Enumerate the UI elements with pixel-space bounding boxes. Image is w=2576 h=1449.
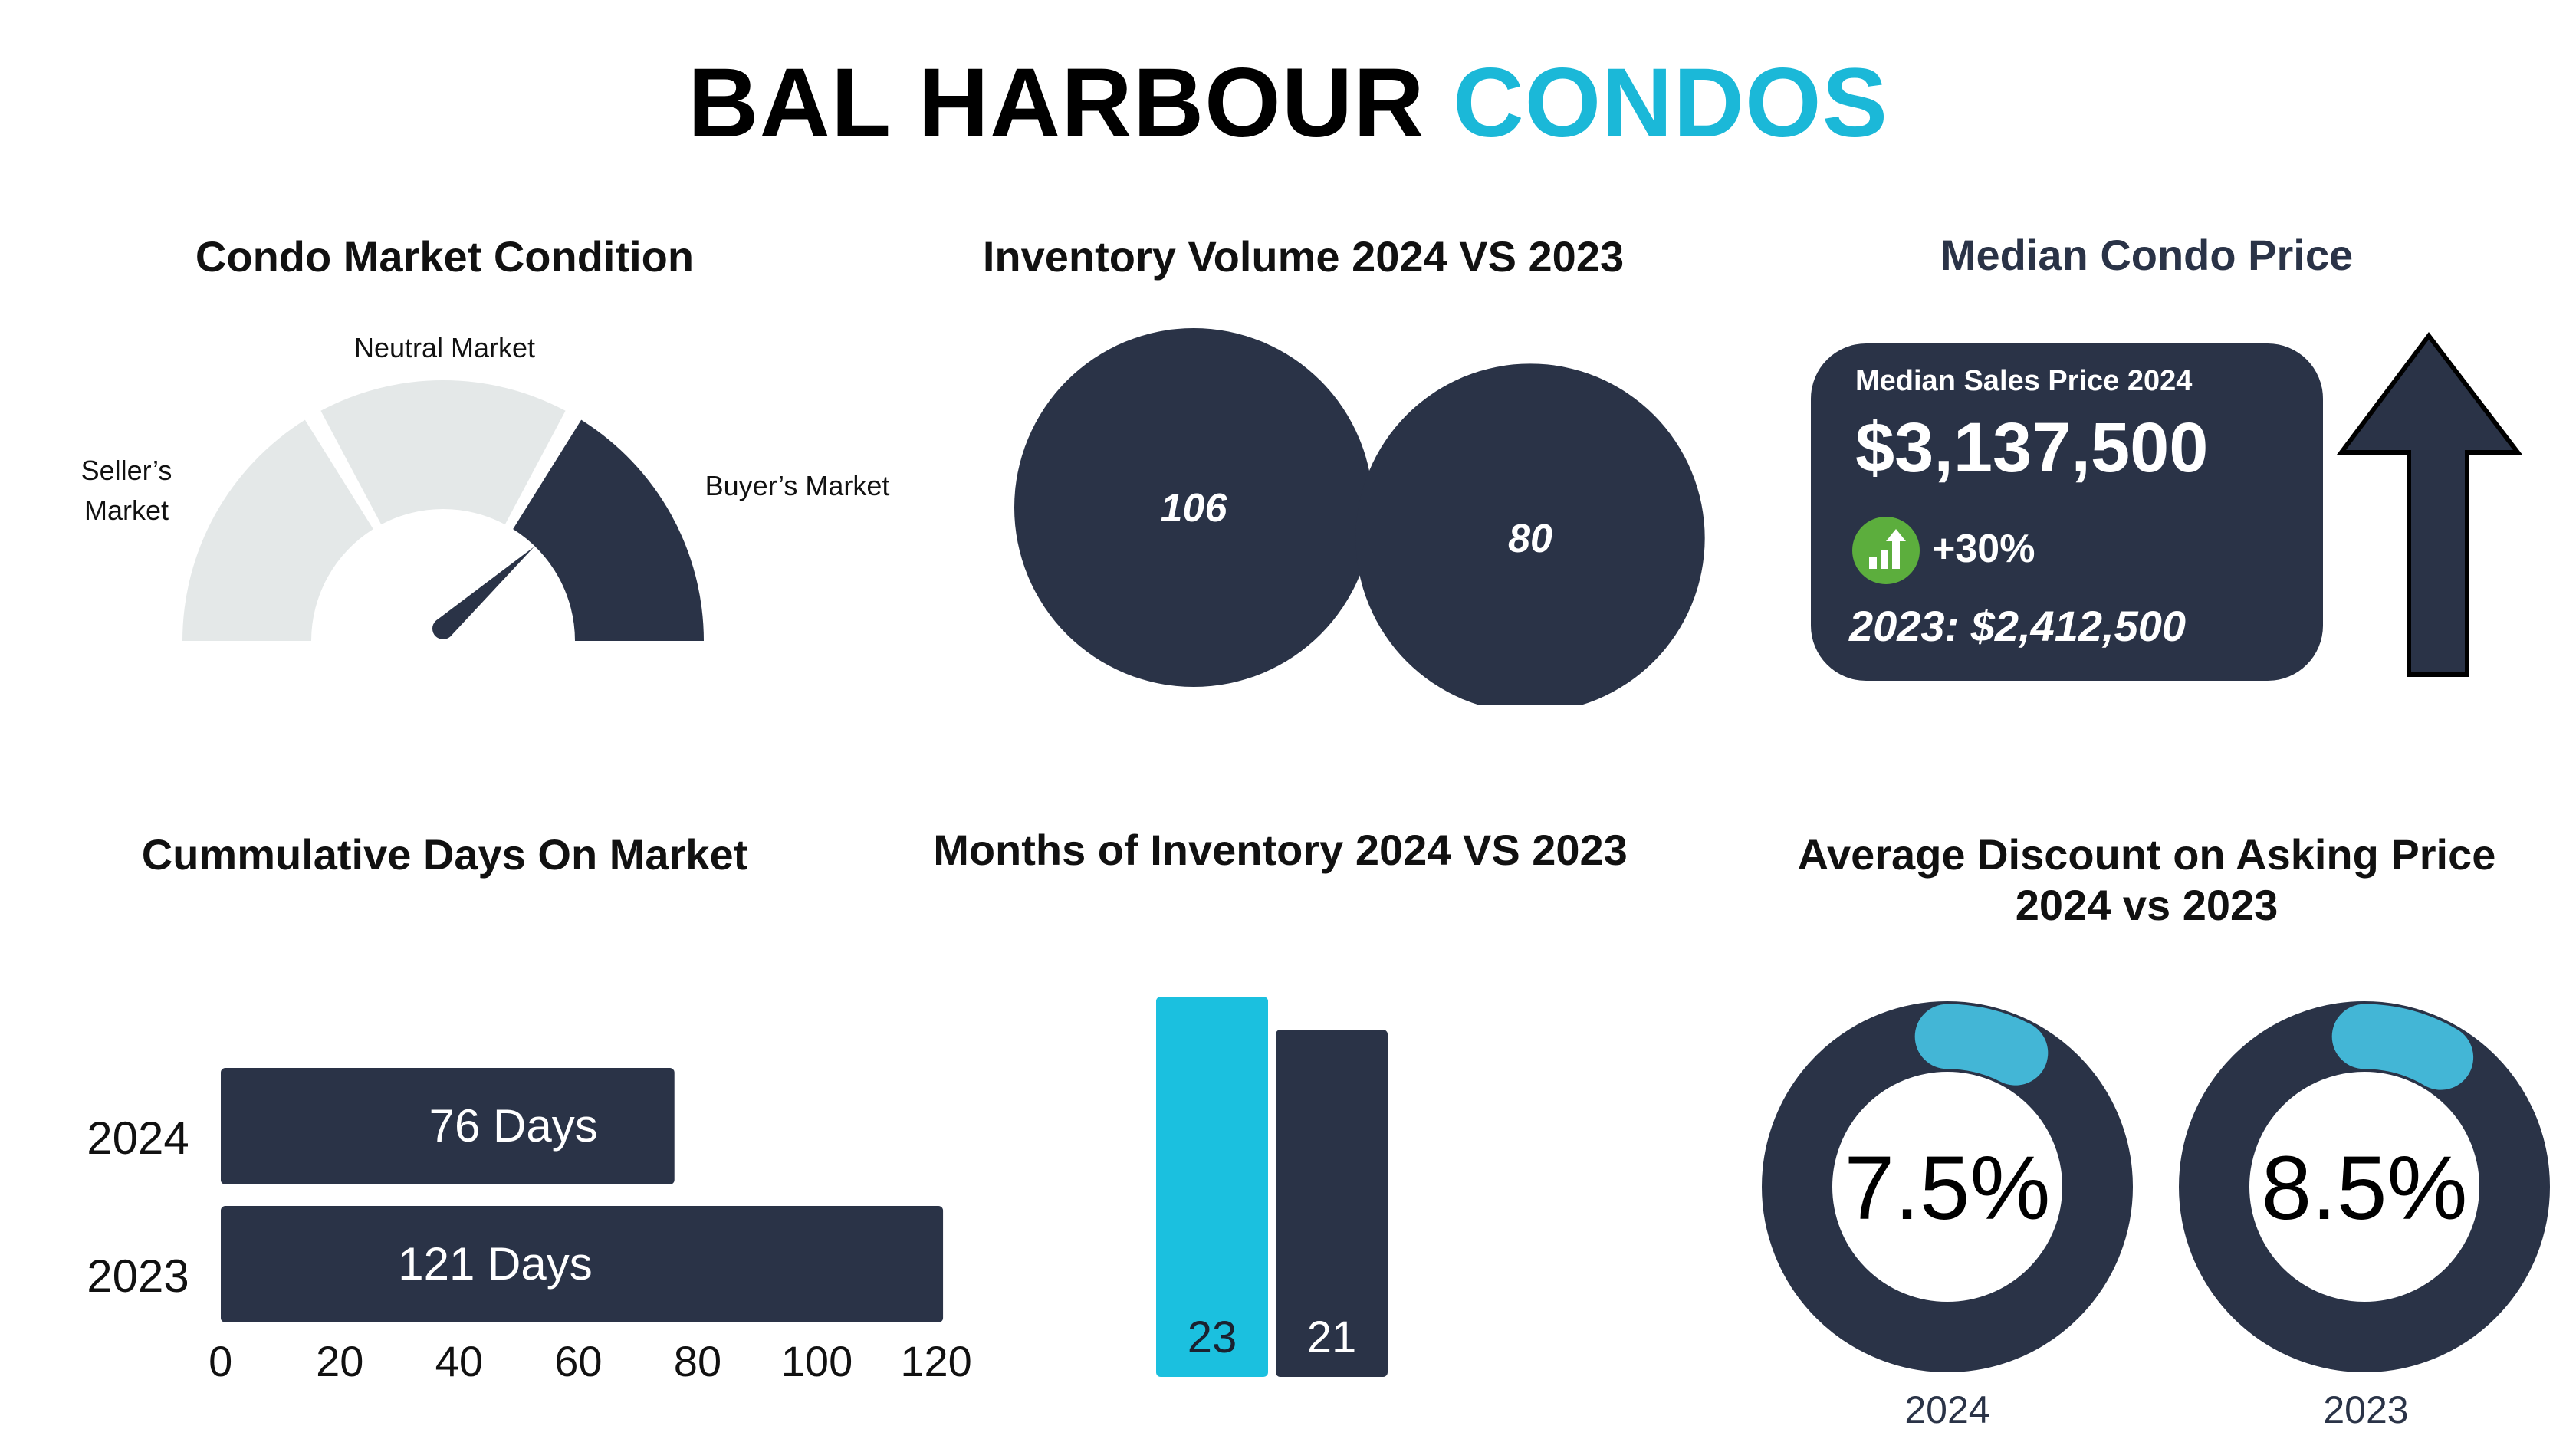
gauge-segment-3 [513,419,704,641]
gauge-label-buyer: Buyer’s Market [705,470,890,501]
gauge-segment-1 [182,419,373,641]
median-price-label: Median Sales Price 2024 [1855,365,2193,397]
days-xtick-0: 0 [209,1337,232,1385]
growth-chart-icon [1852,517,1920,584]
page-title-accent: CONDOS [1453,48,1888,158]
avg-discount-title-line2: 2024 vs 2023 [2015,881,2279,929]
inventory-volume-chart: 106 80 [1014,328,1705,705]
days-xtick-100: 100 [781,1337,853,1385]
months-inventory-title: Months of Inventory 2024 VS 2023 [933,826,1628,874]
avg-discount-title: Average Discount on Asking Price 2024 vs… [1717,830,2576,931]
discount-arc-2023 [2331,1004,2474,1090]
days-xtick-80: 80 [674,1337,721,1385]
inventory-bubble-label-2023: 80 [1508,517,1552,561]
gauge-needle [435,546,534,637]
gauge-needle-hub [432,618,454,639]
inventory-volume-title: Inventory Volume 2024 VS 2023 [982,232,1625,281]
days-xtick-40: 40 [435,1337,483,1385]
inventory-bubble-label-2024: 106 [1161,486,1228,531]
inventory-bubble-2024 [1014,328,1373,687]
days-xtick-60: 60 [554,1337,602,1385]
median-price-previous: 2023: $2,412,500 [1849,602,2187,650]
months-inventory-chart: 23 21 [1156,997,1388,1377]
median-price-title: Median Condo Price [1940,231,2354,279]
inventory-bubble-2023 [1355,363,1705,705]
discount-value-2023: 8.5% [2262,1138,2468,1239]
market-gauge [182,380,704,641]
days-category-2024: 2024 [87,1112,189,1164]
page-title: BAL HARBOUR CONDOS [0,46,2576,161]
page-title-main: BAL HARBOUR [688,48,1425,158]
gauge-segment-2 [320,380,566,525]
median-price-value: $3,137,500 [1855,409,2209,487]
days-on-market-title: Cummulative Days On Market [141,830,748,879]
days-xtick-120: 120 [900,1337,971,1385]
gauge-label-seller: Seller’s Market [61,451,192,531]
months-bar-label-2024: 23 [1188,1313,1237,1362]
days-xtick-20: 20 [316,1337,363,1385]
discount-arc-2024 [1914,1004,2049,1086]
days-bar-label-2023: 121 Days [398,1238,592,1290]
gauge-label-seller-line2: Market [84,495,169,526]
avg-discount-chart: 7.5% 8.5% [1762,1001,2550,1372]
days-bar-2024 [221,1068,675,1184]
arrow-up-icon [2337,332,2523,677]
months-bar-2023 [1276,1030,1388,1377]
median-price-card: Median Sales Price 2024 $3,137,500 +30% … [1811,343,2323,681]
days-bar-label-2024: 76 Days [429,1100,598,1152]
days-bar-2023 [221,1206,944,1322]
donut-year-2023: 2023 [2323,1388,2409,1431]
donut-year-2024: 2024 [1904,1388,1990,1431]
months-bar-label-2023: 21 [1307,1313,1357,1362]
gauge-label-seller-line1: Seller’s [80,455,172,486]
months-bar-2024 [1156,997,1268,1377]
avg-discount-title-line1: Average Discount on Asking Price [1797,830,2496,879]
median-price-change: +30% [1932,527,2036,571]
gauge-label-neutral: Neutral Market [353,332,536,363]
market-condition-title: Condo Market Condition [195,232,695,281]
discount-value-2024: 7.5% [1845,1138,2051,1239]
days-category-2023: 2023 [87,1250,189,1302]
